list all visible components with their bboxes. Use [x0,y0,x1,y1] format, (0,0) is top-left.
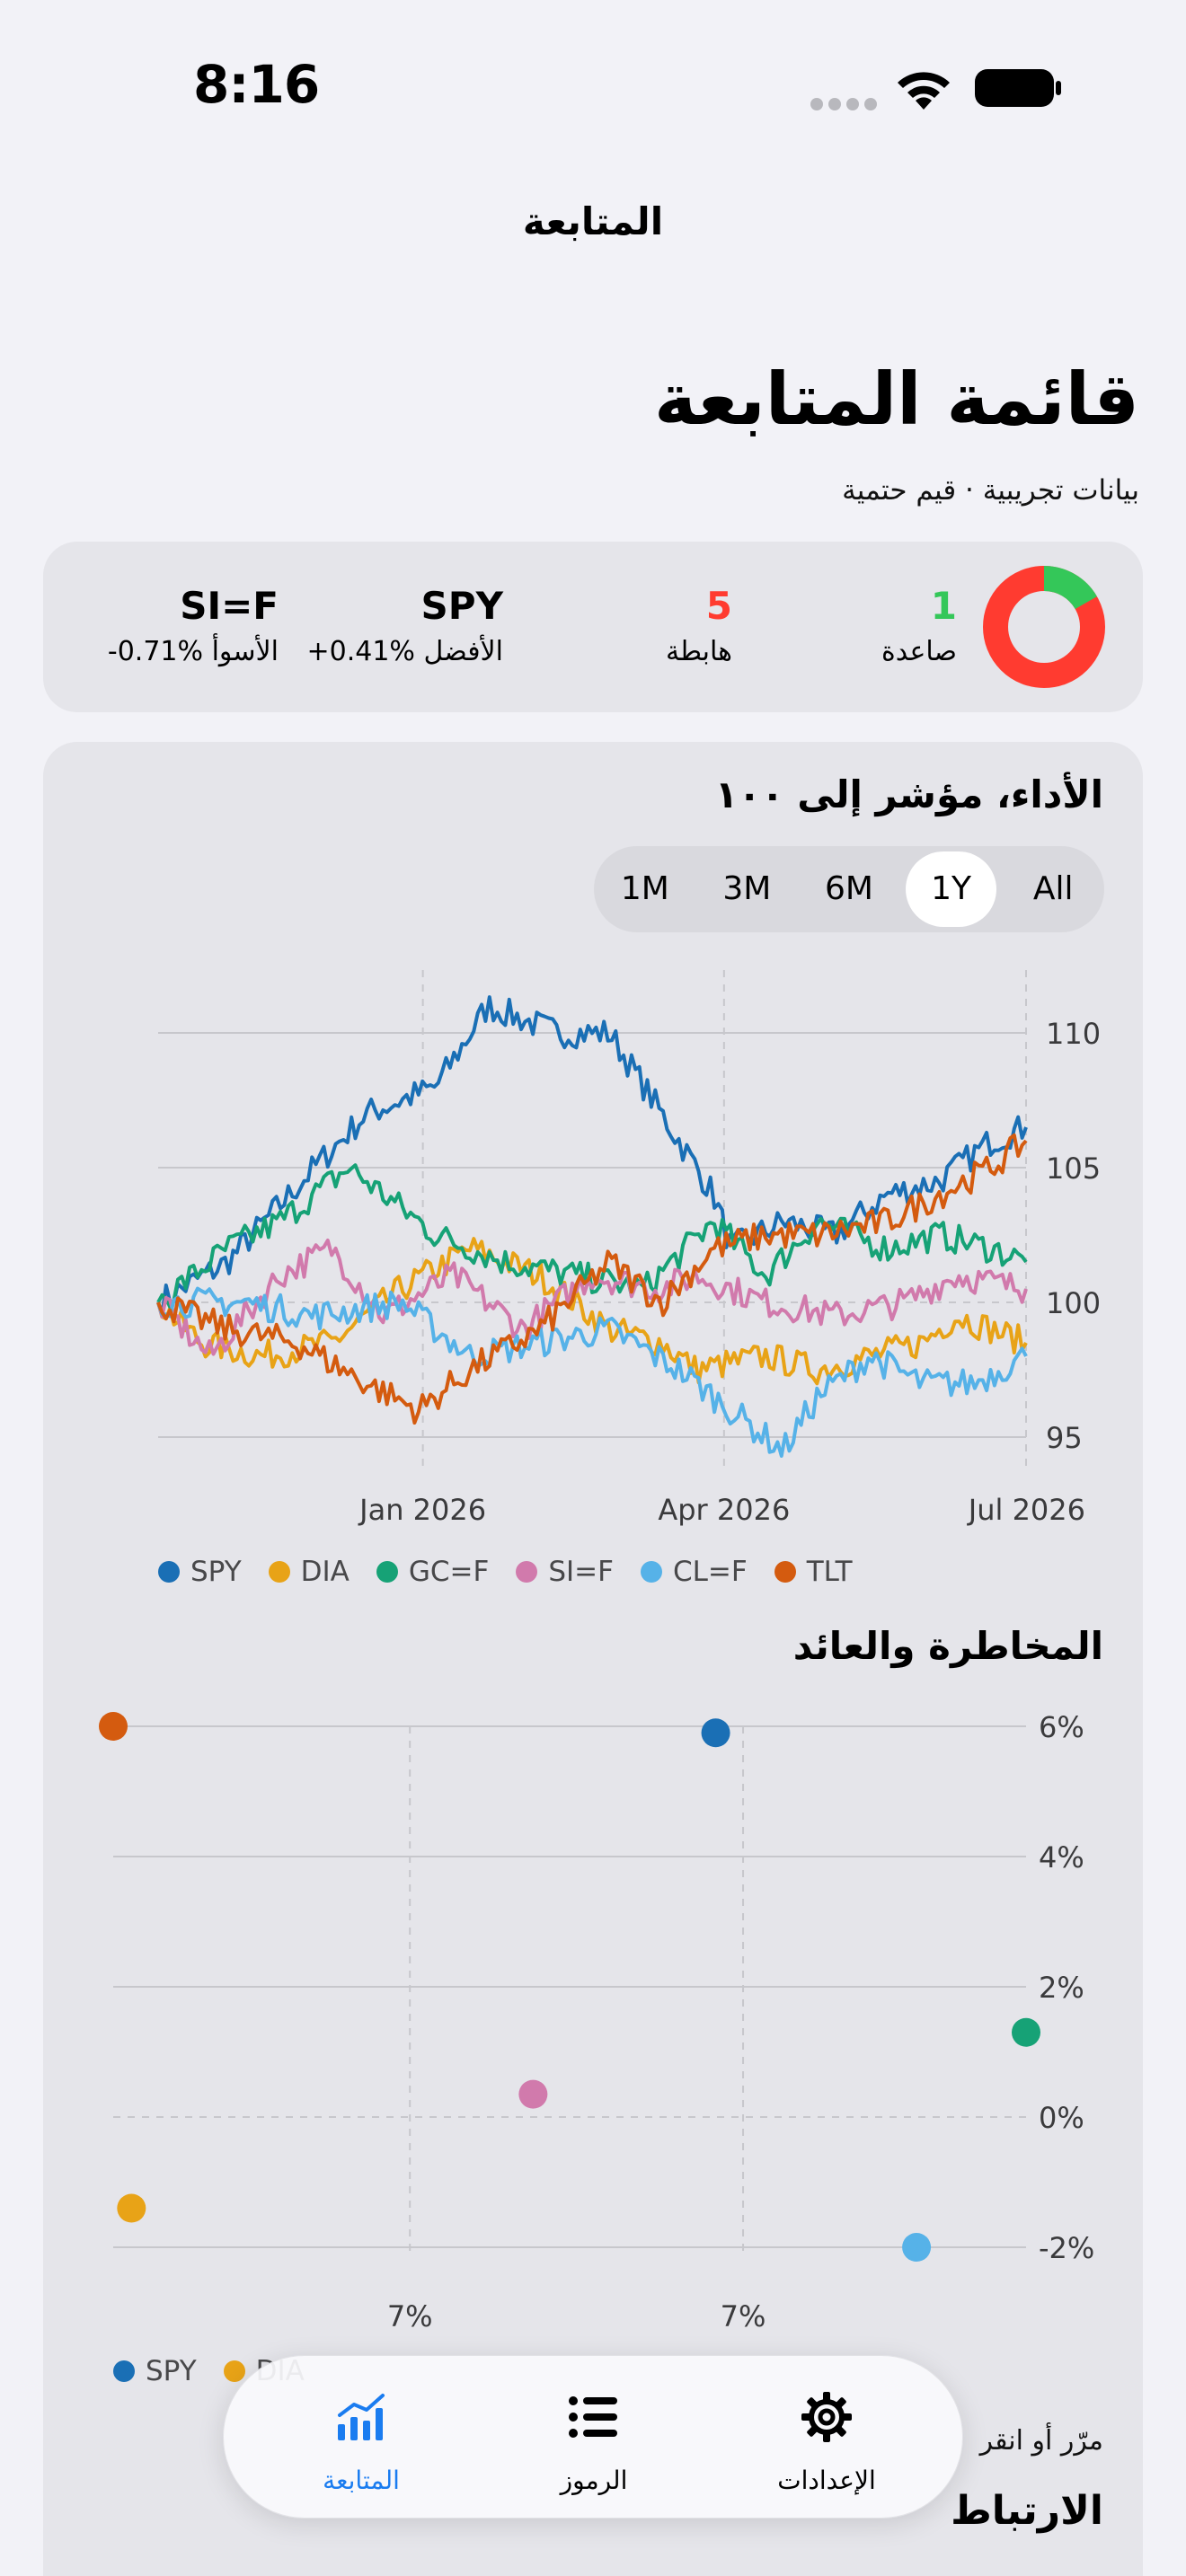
best-line: الأفضل +0.41% [306,636,503,667]
tab-symbols[interactable]: الرموز [467,2367,721,2509]
risk-return-title: المخاطرة والعائد [792,1624,1103,1668]
y-tick-label: 6% [1039,1710,1084,1744]
list-icon [569,2396,617,2438]
best-change: +0.41% [306,636,415,667]
legend-label: CL=F [673,1556,748,1588]
legend-swatch [113,2360,135,2382]
legend-item: DIA [268,1556,350,1588]
wifi-icon [898,72,950,110]
up-down-donut [983,566,1105,688]
risk-return-chart[interactable]: 6% 4% 2% 0% -2% 7% 7% [0,1707,1186,2335]
scatter-point-clf[interactable] [902,2233,932,2262]
y-tick-label: -2% [1039,2231,1094,2265]
x-tick-label: Jan 2026 [358,1493,486,1527]
series-line-dia [156,1237,1028,1386]
cellular-signal-icon [810,97,882,114]
charts-card [43,742,1143,2576]
down-count: 5 [705,584,732,628]
tab-bar: المتابعة الرموز الإعدادات [223,2355,963,2519]
tab-label: الإعدادات [777,2466,876,2495]
page-subtitle: بيانات تجريبية · قيم حتمية [842,474,1139,507]
battery-icon [975,69,1061,107]
legend-item: SPY [158,1556,242,1588]
status-time: 8:16 [193,54,320,115]
best-label: الأفضل [423,636,503,667]
legend-swatch [376,1561,398,1583]
legend-swatch [223,2360,245,2382]
range-all[interactable]: All [1032,870,1074,907]
tab-watchlist[interactable]: المتابعة [235,2367,488,2509]
range-segmented-control: 1M 3M 6M 1Y All [594,846,1104,932]
tab-label: المتابعة [323,2466,400,2495]
range-6m[interactable]: 6M [825,870,873,907]
y-tick-label: 4% [1039,1840,1084,1875]
summary-card [43,542,1143,712]
x-tick-label: 7% [721,2299,766,2333]
scatter-point-spy[interactable] [701,1718,730,1748]
worst-line: الأسوأ -0.71% [108,636,279,667]
series-line-gcf [156,1163,1028,1310]
y-tick-label: 100 [1046,1286,1101,1320]
legend-label: SPY [190,1556,242,1588]
scatter-point-dia[interactable] [117,2193,146,2223]
y-tick-label: 2% [1039,1971,1084,2005]
legend-label: SI=F [548,1556,614,1588]
legend-item: GC=F [376,1556,489,1588]
best-symbol: SPY [420,584,503,628]
legend-label: TLT [806,1556,853,1588]
y-tick-label: 95 [1046,1421,1083,1455]
gear-icon [801,2392,852,2442]
series-line-tlt [156,1133,1028,1425]
legend-swatch [774,1561,796,1583]
donut-up-segment [983,566,1105,688]
up-label: صاعدة [881,636,957,667]
nav-title: المتابعة [522,199,664,243]
series-line-clf [156,1286,1028,1458]
down-label: هابطة [665,636,732,667]
legend-item: CL=F [641,1556,748,1588]
chart-bar-icon [338,2394,385,2440]
y-tick-label: 0% [1039,2101,1084,2135]
legend-label: SPY [146,2355,197,2387]
worst-change: -0.71% [107,636,204,667]
x-tick-label: Jul 2026 [967,1493,1085,1527]
legend-label: GC=F [408,1556,490,1588]
correlation-hint: مرّر أو انقر [979,2425,1103,2457]
legend-item: SPY [113,2355,197,2387]
legend-item: SI=F [516,1556,614,1588]
range-1y[interactable]: 1Y [905,851,997,927]
scatter-point-tlt[interactable] [99,1712,128,1741]
legend-swatch [158,1561,180,1583]
performance-title: الأداء، مؤشر إلى ١٠٠ [714,772,1103,816]
worst-symbol: SI=F [180,584,279,628]
performance-legend: SPY DIA GC=F SI=F CL=F TLT [158,1556,853,1588]
performance-chart[interactable]: 95 100 105 110 Jan 2026 Apr 2026 Jul 2026 [0,961,1186,1536]
scatter-point-sif[interactable] [518,2079,548,2109]
y-tick-label: 110 [1046,1017,1101,1051]
legend-swatch [516,1561,538,1583]
legend-swatch [641,1561,662,1583]
series-line-spy [156,995,1028,1317]
range-1m[interactable]: 1M [620,870,669,907]
tab-settings[interactable]: الإعدادات [700,2367,953,2509]
page-title: قائمة المتابعة [654,357,1139,441]
correlation-title: الارتباط [951,2488,1103,2534]
scatter-point-gcf[interactable] [1012,2017,1040,2047]
legend-swatch [268,1561,290,1583]
series-line-sif [156,1239,1028,1356]
up-count: 1 [930,584,957,628]
legend-label: DIA [300,1556,350,1588]
y-tick-label: 105 [1046,1151,1101,1186]
legend-item: TLT [774,1556,853,1588]
range-3m[interactable]: 3M [722,870,772,907]
tab-label: الرموز [560,2466,628,2495]
x-tick-label: Apr 2026 [658,1493,790,1527]
x-tick-label: 7% [387,2299,433,2333]
worst-label: الأسوأ [211,636,279,667]
